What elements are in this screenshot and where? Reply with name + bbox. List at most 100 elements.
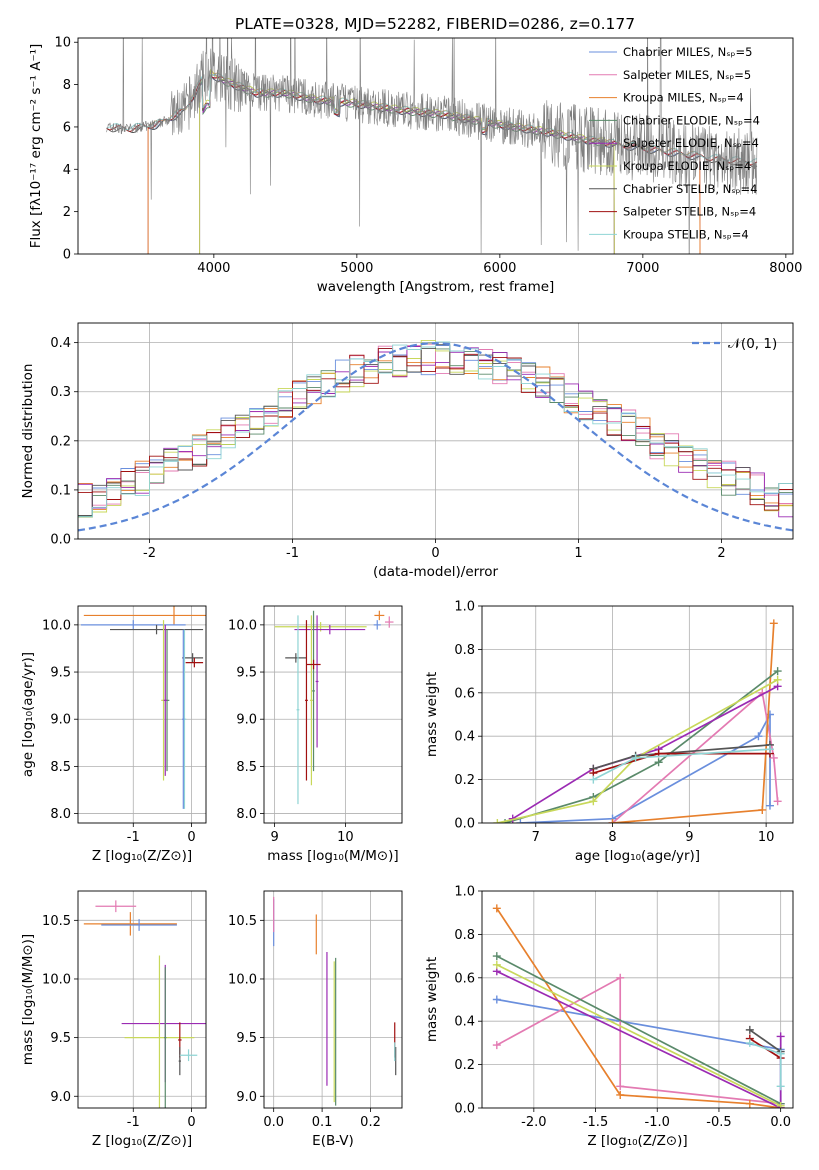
y-tick-label: 0.6 xyxy=(454,971,475,986)
plus-marker xyxy=(765,745,774,754)
legend: Chabrier MILES, Nₛₚ=5 Salpeter MILES, Nₛₚ… xyxy=(589,45,760,241)
x-axis-label: Z [log₁₀(Z/Z⊙)] xyxy=(587,1133,687,1149)
y-tick-label: 9.5 xyxy=(50,666,71,681)
axes-frame xyxy=(481,605,794,824)
y-tick-label: 10.0 xyxy=(42,972,71,987)
plot-area-age_vs_Z xyxy=(78,606,206,823)
axes-frame xyxy=(481,890,794,1109)
y-tick-label: 8.5 xyxy=(236,760,257,775)
y-axis-label: Normed distribution xyxy=(20,364,36,499)
y-tick-label: 0.0 xyxy=(454,817,475,832)
plus-marker xyxy=(765,710,774,719)
panel-weight_vs_Z: -2.0 -1.5 -1.0 -0.5 0.0 0.0 0.2 0.4 0.6 0.8 1.0 Z [… xyxy=(424,885,794,1149)
y-tick-label: 9.0 xyxy=(236,713,257,728)
legend-label: Salpeter MILES, Nₛₚ=5 xyxy=(623,68,751,82)
x-tick-label: 4000 xyxy=(197,261,230,276)
plus-marker xyxy=(745,1038,754,1047)
x-tick-label: 1 xyxy=(574,546,582,561)
plus-marker xyxy=(492,995,501,1004)
x-tick-label: -0.5 xyxy=(706,1115,731,1130)
panel-weight_vs_age: 7 8 9 10 0.0 0.2 0.4 0.6 0.8 1.0 age [log₁₀(age/yr… xyxy=(424,600,794,864)
plus-marker xyxy=(769,619,778,628)
y-tick-label: 6 xyxy=(63,120,71,135)
observed-spectrum xyxy=(106,38,758,254)
y-tick-label: 10.5 xyxy=(42,914,71,929)
y-tick-label: 8.0 xyxy=(236,807,257,822)
y-tick-label: 10 xyxy=(54,36,71,51)
x-axis-label: E(B-V) xyxy=(312,1133,354,1149)
plus-marker xyxy=(776,1101,785,1108)
legend-label: Kroupa MILES, Nₛₚ=4 xyxy=(623,91,744,105)
y-tick-label: 4 xyxy=(63,163,71,178)
plus-marker xyxy=(616,973,625,982)
y-tick-label: 8.5 xyxy=(50,760,71,775)
x-tick-label: 6000 xyxy=(483,261,516,276)
plot-area-spectrum xyxy=(106,38,758,254)
y-axis-label: mass weight xyxy=(424,672,440,757)
y-tick-label: 0.6 xyxy=(454,686,475,701)
plus-marker xyxy=(773,675,782,684)
legend-label: Salpeter STELIB, Nₛₚ=4 xyxy=(623,205,756,219)
x-axis-label: (data-model)/error xyxy=(373,564,499,580)
plus-marker xyxy=(769,753,778,762)
plus-marker xyxy=(776,1049,785,1058)
legend-label: Kroupa STELIB, Nₛₚ=4 xyxy=(623,227,749,241)
axes-frame xyxy=(263,890,403,1109)
plot-area-weight_vs_age xyxy=(482,606,793,823)
weight-series-chabrier-stelib xyxy=(749,1029,782,1053)
y-tick-label: 0.0 xyxy=(50,533,71,548)
axes-frame xyxy=(77,605,207,824)
y-tick-label: 9.0 xyxy=(50,1090,71,1105)
plus-marker xyxy=(773,797,782,806)
plus-marker xyxy=(608,819,617,823)
y-tick-label: 9.0 xyxy=(236,1090,257,1105)
panel-mass_vs_EBV: 0.0 0.1 0.2 9.0 9.5 10.0 10.5 E(B-V) xyxy=(228,890,403,1149)
residual-histogram-salpeter-stelib xyxy=(78,348,793,511)
x-tick-label: -1.0 xyxy=(645,1115,670,1130)
x-tick-label: -1 xyxy=(127,830,140,845)
panel-age_vs_mass: 9 10 8.0 8.5 9.0 9.5 10.0 mass [log₁₀(M/M⊙)] xyxy=(228,605,403,864)
x-axis-label: age [log₁₀(age/yr)] xyxy=(575,848,700,864)
weight-series-kroupa-elodie xyxy=(497,679,779,823)
panel-residuals: -2 -1 0 1 2 0.0 0.1 0.2 0.3 0.4 (data-model)/error… xyxy=(20,322,794,580)
y-tick-label: 9.0 xyxy=(50,713,71,728)
plot-area-age_vs_mass xyxy=(264,606,402,823)
legend-label: Chabrier MILES, Nₛₚ=5 xyxy=(623,45,752,59)
plus-marker xyxy=(758,805,767,814)
x-tick-label: 10 xyxy=(758,830,775,845)
plus-marker xyxy=(765,801,774,810)
panel-spectrum: 4000 5000 6000 7000 8000 0 2 4 6 8 10 wavelength [A… xyxy=(28,36,802,295)
y-axis-label: Flux [fλ10⁻¹⁷ erg cm⁻² s⁻¹ A⁻¹] xyxy=(28,44,44,249)
y-tick-label: 8.0 xyxy=(50,807,71,822)
plus-marker xyxy=(492,960,501,969)
x-tick-label: 0 xyxy=(187,1115,195,1130)
y-tick-label: 0.4 xyxy=(50,336,71,351)
x-tick-label: 0.2 xyxy=(360,1115,381,1130)
y-tick-label: 0.8 xyxy=(454,928,475,943)
plus-marker xyxy=(616,1082,625,1091)
x-tick-label: -2 xyxy=(143,546,156,561)
y-tick-label: 2 xyxy=(63,205,71,220)
weight-series-salpeter-miles xyxy=(496,976,781,1105)
x-tick-label: 9 xyxy=(270,830,278,845)
y-tick-label: 10.0 xyxy=(228,618,257,633)
x-tick-label: 0.0 xyxy=(770,1115,791,1130)
y-tick-label: 0.2 xyxy=(50,434,71,449)
weight-series-chabrier-elodie xyxy=(504,670,779,823)
plus-marker xyxy=(492,1041,501,1050)
plus-marker xyxy=(654,758,663,767)
y-tick-label: 0.1 xyxy=(50,483,71,498)
legend-label: 𝒩(0, 1) xyxy=(728,336,777,352)
plus-marker xyxy=(776,1032,785,1041)
y-axis-label: mass weight xyxy=(424,957,440,1042)
legend-label: Salpeter ELODIE, Nₛₚ=4 xyxy=(623,136,759,150)
weight-series-kroupa-elodie xyxy=(496,964,782,1107)
axes-frame xyxy=(77,890,207,1109)
normal-distribution-curve xyxy=(78,342,793,532)
plus-marker xyxy=(754,732,763,741)
y-tick-label: 0.3 xyxy=(50,385,71,400)
x-tick-label: 10 xyxy=(337,830,354,845)
x-axis-label: Z [log₁₀(Z/Z⊙)] xyxy=(92,848,192,864)
plus-marker xyxy=(501,819,510,823)
